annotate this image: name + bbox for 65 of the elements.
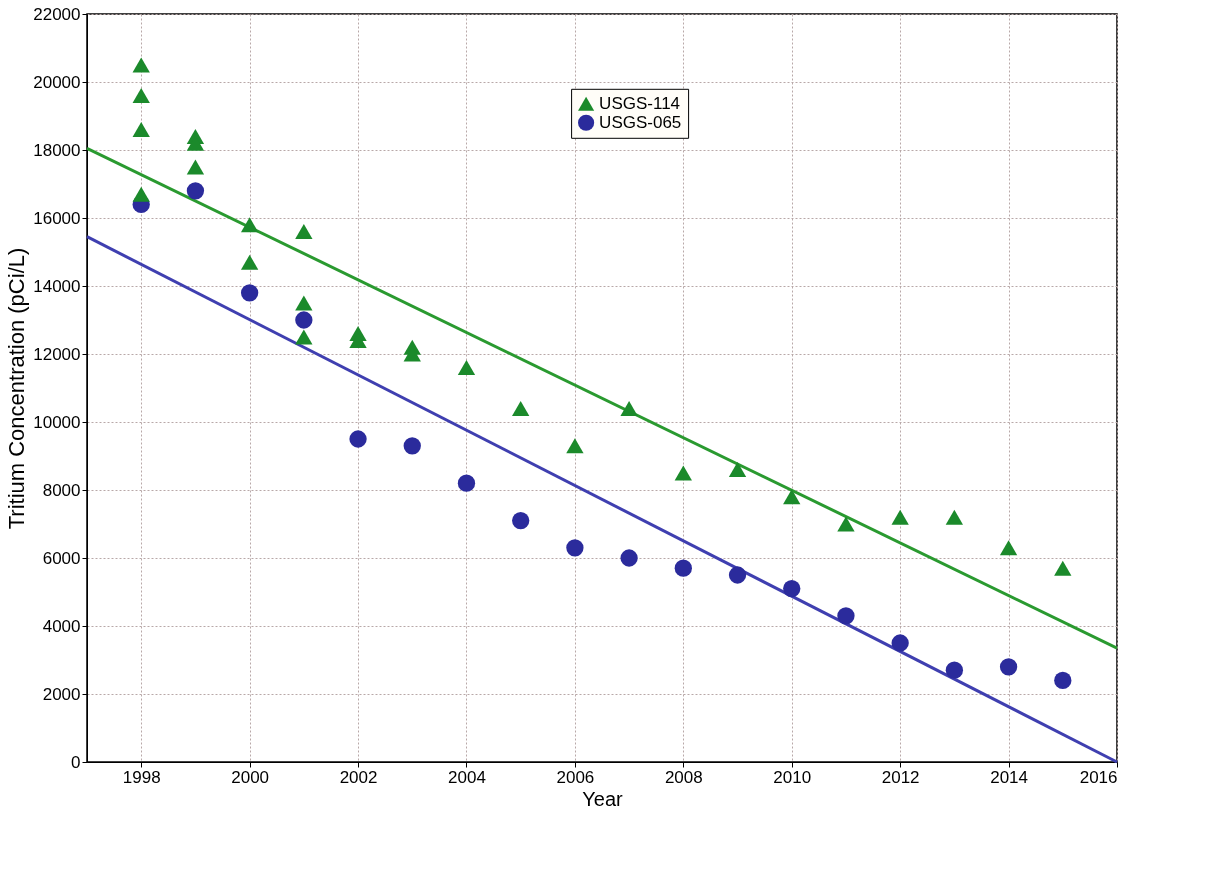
point xyxy=(512,511,530,530)
point xyxy=(1054,560,1072,576)
legend-label: USGS-114 xyxy=(599,93,681,113)
y-tick-label: 6000 xyxy=(42,548,81,568)
point xyxy=(240,254,259,270)
point xyxy=(783,489,801,505)
x-tick-label: 2000 xyxy=(231,767,270,787)
point xyxy=(457,474,476,492)
point xyxy=(945,661,964,679)
point xyxy=(132,122,150,138)
y-axis-title: Tritium Concentration (pCi/L) xyxy=(4,247,30,530)
point xyxy=(620,400,638,416)
point xyxy=(620,549,638,567)
point xyxy=(891,509,909,525)
y-tick-label: 2000 xyxy=(42,684,81,704)
y-tick-label: 20000 xyxy=(33,72,81,92)
point xyxy=(186,159,205,175)
point xyxy=(837,607,855,625)
y-tick-label: 22000 xyxy=(33,4,81,24)
point xyxy=(566,438,584,454)
point xyxy=(295,311,313,329)
x-tick-label: 2014 xyxy=(990,767,1028,787)
x-tick-label: 2008 xyxy=(664,767,703,787)
x-tick-label: 1998 xyxy=(122,767,161,787)
y-tick-label: 8000 xyxy=(42,480,81,500)
y-tick-label: 12000 xyxy=(33,344,81,364)
point xyxy=(349,430,367,448)
x-tick-label: 2002 xyxy=(339,767,378,787)
point xyxy=(457,360,476,376)
point xyxy=(837,516,855,532)
x-axis-title: Year xyxy=(582,787,624,810)
point xyxy=(999,540,1018,556)
point xyxy=(728,462,747,478)
point xyxy=(403,437,421,455)
y-tick-label: 16000 xyxy=(33,208,81,228)
point xyxy=(674,465,692,481)
point xyxy=(728,566,747,584)
point xyxy=(566,539,584,557)
x-tick-label: 2016 xyxy=(1079,767,1118,787)
point xyxy=(132,88,150,104)
point xyxy=(783,579,801,598)
point xyxy=(240,284,259,302)
point xyxy=(132,186,150,202)
y-tick-label: 4000 xyxy=(42,616,81,636)
x-tick-label: 2012 xyxy=(881,767,920,787)
point xyxy=(295,329,313,345)
x-tick-label: 2006 xyxy=(556,767,595,787)
point xyxy=(891,634,909,652)
point xyxy=(132,57,150,73)
x-tick-label: 2004 xyxy=(448,767,486,787)
point xyxy=(186,182,205,200)
point xyxy=(295,224,313,240)
point xyxy=(240,217,259,233)
point xyxy=(512,400,530,416)
point xyxy=(1054,671,1072,690)
point xyxy=(295,295,313,311)
point xyxy=(945,509,964,525)
y-tick-label: 10000 xyxy=(33,412,81,432)
point xyxy=(999,658,1018,676)
y-tick-label: 18000 xyxy=(33,140,81,160)
y-tick-label: 0 xyxy=(71,752,81,772)
y-tick-label: 14000 xyxy=(33,276,81,296)
point xyxy=(674,559,692,577)
x-tick-label: 2010 xyxy=(773,767,812,787)
legend-label: USGS-065 xyxy=(599,112,682,132)
